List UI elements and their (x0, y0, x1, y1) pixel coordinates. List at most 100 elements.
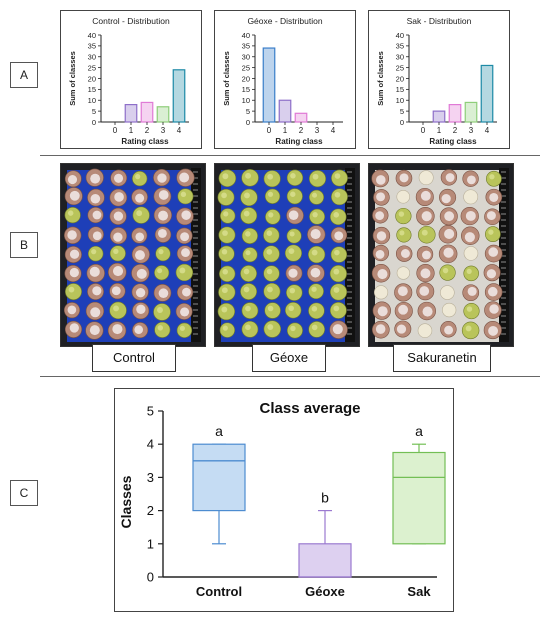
mold-patch (136, 268, 147, 279)
berry-highlight (267, 173, 274, 180)
mold-patch (489, 304, 499, 314)
y-axis-label: Sum of classes (376, 51, 385, 106)
tray (221, 170, 345, 342)
healthy-berry (263, 265, 280, 282)
berry-highlight (465, 325, 472, 332)
y-tick-label: 30 (242, 53, 250, 62)
y-tick-label: 4 (147, 437, 154, 452)
y-tick-label: 20 (88, 74, 96, 83)
mold-patch (113, 173, 124, 183)
mold-patch (486, 269, 497, 279)
berry-highlight (243, 268, 250, 275)
x-tick-label: 0 (113, 126, 118, 135)
mold-patch (113, 232, 123, 242)
y-tick-label: 5 (92, 107, 96, 116)
x-axis-label: Rating class (121, 137, 169, 146)
mold-patch (113, 211, 124, 221)
healthy-berry (284, 302, 302, 319)
ruler (345, 168, 355, 342)
ruler (191, 168, 201, 342)
healthy-berry (219, 265, 236, 282)
healthy-berry (308, 321, 325, 338)
mold-patch (181, 210, 191, 220)
y-tick-label: 20 (396, 74, 404, 83)
mold-patch (181, 248, 190, 257)
healthy-berry (309, 189, 325, 205)
mold-patch (69, 249, 80, 259)
healthy-berry (64, 207, 81, 224)
mold-patch (158, 288, 169, 299)
healthy-berry (155, 246, 171, 262)
berry-highlight (179, 325, 185, 331)
healthy-berry (330, 246, 348, 263)
x-tick-label: 1 (437, 126, 442, 135)
photo-control (60, 163, 206, 347)
mold-patch (444, 228, 455, 240)
x-tick-label: 2 (299, 126, 304, 135)
mold-patch (376, 231, 387, 241)
berry-highlight (67, 210, 74, 216)
mold-patch (419, 286, 430, 296)
mold-patch (114, 192, 124, 202)
berry-highlight (221, 306, 228, 313)
berry-highlight (245, 324, 251, 331)
x-tick-label: 2 (453, 126, 458, 135)
mold-patch (397, 286, 408, 297)
mold-patch (375, 324, 386, 334)
x-axis-label: Rating class (275, 137, 323, 146)
berry-highlight (113, 248, 119, 255)
photo-sak (368, 163, 514, 347)
distribution-chart-control-svg: Control - Distribution0510152025303540Su… (68, 16, 189, 146)
mold-patch (158, 190, 169, 200)
mold-patch (377, 269, 388, 280)
berry-highlight (266, 268, 273, 275)
healthy-berry (286, 188, 303, 205)
berry-highlight (223, 211, 229, 217)
x-tick-label: 3 (469, 126, 474, 135)
significance-letter: a (215, 423, 223, 439)
tray (67, 170, 191, 342)
healthy-berry (177, 188, 194, 205)
mold-patch (92, 231, 102, 241)
mold-patch (422, 306, 433, 317)
x-tick-label: Control (196, 584, 242, 599)
y-tick-label: 0 (400, 118, 404, 127)
y-tick-label: 30 (88, 53, 96, 62)
y-tick-label: 0 (246, 118, 250, 127)
berry-highlight (311, 249, 318, 256)
mold-patch (89, 266, 100, 277)
berry-highlight (222, 173, 229, 180)
berry-highlight (311, 192, 318, 198)
healthy-berry (309, 208, 326, 225)
chart-title: Sak - Distribution (407, 16, 472, 26)
mold-patch (92, 286, 102, 296)
x-tick-label: 3 (161, 126, 166, 135)
berry-highlight (243, 286, 250, 293)
bar-1 (432, 110, 446, 123)
distribution-chart-geoxe-svg: Géoxe - Distribution0510152025303540Sum … (222, 16, 343, 146)
mold-patch (89, 325, 100, 336)
healthy-berry (241, 227, 258, 244)
divider-top (40, 155, 540, 156)
mold-patch (489, 192, 499, 202)
mold-patch (375, 211, 385, 221)
mold-patch (69, 267, 79, 278)
bar-2 (448, 103, 462, 123)
box-chart-title: Class average (260, 400, 361, 417)
chart-title: Control - Distribution (92, 16, 170, 26)
photo-label-control: Control (92, 344, 176, 372)
y-axis-label: Sum of classes (222, 51, 231, 106)
empty-cell (440, 285, 455, 300)
healthy-berry (286, 169, 304, 186)
mold-patch (464, 232, 475, 243)
berry-highlight (245, 250, 251, 256)
mold-patch (112, 265, 124, 277)
berry-highlight (157, 325, 164, 331)
berry-highlight (421, 229, 428, 236)
y-tick-label: 35 (396, 42, 404, 51)
mold-patch (69, 190, 80, 201)
mold-patch (135, 193, 145, 203)
healthy-berry (439, 264, 456, 281)
x-tick-label: 4 (331, 126, 336, 135)
y-tick-label: 10 (396, 96, 404, 105)
